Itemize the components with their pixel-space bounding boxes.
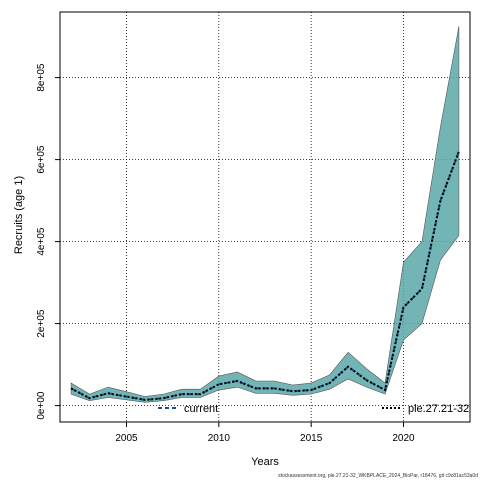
y-tick-label-0e+00: 0e+00 <box>36 391 47 420</box>
y-axis-title: Recruits (age 1) <box>13 176 25 254</box>
legend: current ple.27.21-32 <box>158 403 469 415</box>
footer-text: stockassessment.org, ple.27.21-32_WKBPLA… <box>278 473 478 479</box>
grid <box>60 12 470 422</box>
x-tick-label-2015: 2015 <box>300 433 323 444</box>
legend-label-ple-27-21-32: ple.27.21-32 <box>408 403 469 415</box>
y-tick-label-4e+05: 4e+05 <box>36 227 47 256</box>
x-tick-label-2010: 2010 <box>208 433 231 444</box>
confidence-band <box>70 26 460 403</box>
series-line-ple-27-21-32 <box>70 151 460 401</box>
x-tick-label-2005: 2005 <box>115 433 138 444</box>
x-axis-title: Years <box>251 456 279 468</box>
series-line-current <box>70 151 460 401</box>
y-axis: 0e+00 2e+05 4e+05 6e+05 8e+05 <box>36 63 60 420</box>
plot-frame <box>59 11 471 423</box>
y-tick-label-6e+05: 6e+05 <box>36 145 47 174</box>
y-tick-label-2e+05: 2e+05 <box>36 309 47 338</box>
legend-label-current: current <box>184 403 218 415</box>
y-tick-label-8e+05: 8e+05 <box>36 63 47 92</box>
x-tick-label-2020: 2020 <box>392 433 415 444</box>
x-axis: 2005 2010 2015 2020 <box>115 422 415 444</box>
